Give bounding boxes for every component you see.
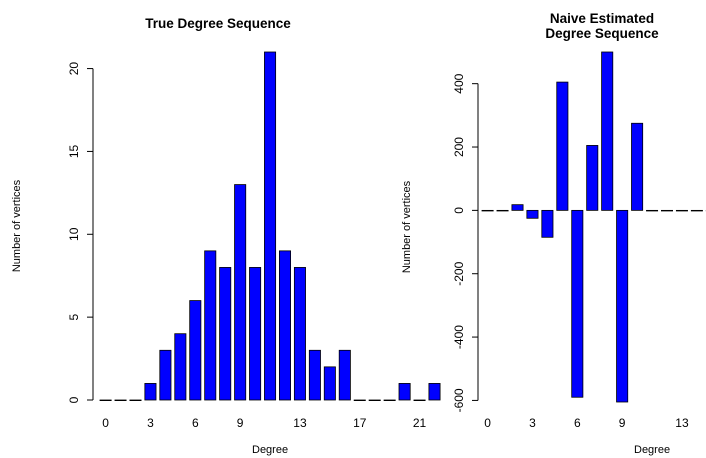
bar-degree-5 xyxy=(174,333,187,401)
x-tick-label: 17 xyxy=(353,416,367,430)
bar-degree-1 xyxy=(496,209,509,212)
bar-degree-0 xyxy=(99,399,112,402)
bar-degree-12 xyxy=(661,209,674,212)
bar-degree-8 xyxy=(219,267,232,401)
y-tick-label: 5 xyxy=(67,313,81,320)
bar-degree-9 xyxy=(616,209,629,403)
chart-title-line: True Degree Sequence xyxy=(145,16,291,31)
x-tick-label: 9 xyxy=(619,416,626,430)
x-tick-label: 13 xyxy=(293,416,307,430)
bar-degree-14 xyxy=(308,349,321,401)
bar-degree-15 xyxy=(323,366,336,401)
bar-degree-11 xyxy=(646,209,659,212)
bar-degree-13 xyxy=(293,267,306,401)
bar-degree-6 xyxy=(189,300,202,401)
chart-title-line: Degree Sequence xyxy=(545,26,659,41)
bar-degree-2 xyxy=(511,204,524,211)
bar-degree-4 xyxy=(159,349,172,401)
y-tick-label: 400 xyxy=(452,73,466,93)
bar-degree-16 xyxy=(338,349,351,401)
x-tick-label: 3 xyxy=(529,416,536,430)
bar-degree-14 xyxy=(690,209,703,212)
x-tick-label: 3 xyxy=(147,416,154,430)
bar-degree-0 xyxy=(481,209,494,212)
x-tick-label: 9 xyxy=(237,416,244,430)
bar-degree-13 xyxy=(675,209,688,212)
x-tick-label: 6 xyxy=(192,416,199,430)
chart-title-line: Naive Estimated xyxy=(550,11,654,26)
y-tick-label: -600 xyxy=(452,388,466,412)
y-tick-label: 20 xyxy=(67,62,81,76)
x-axis-label: Degree xyxy=(634,444,670,456)
y-tick-label: 15 xyxy=(67,144,81,158)
bar-degree-20 xyxy=(398,383,411,401)
bar-degree-18 xyxy=(368,399,381,402)
y-tick-label: 0 xyxy=(67,396,81,403)
bar-degree-10 xyxy=(631,122,644,211)
x-tick-label: 6 xyxy=(574,416,581,430)
bar-degree-6 xyxy=(571,209,584,398)
bar-degree-3 xyxy=(144,383,157,401)
y-tick-label: -400 xyxy=(452,325,466,349)
y-tick-label: -200 xyxy=(452,261,466,285)
x-axis-label: Degree xyxy=(252,444,288,456)
y-tick-label: 0 xyxy=(452,207,466,214)
bar-degree-22 xyxy=(428,383,441,401)
y-axis-label: Number of vertices xyxy=(401,180,413,273)
bar-degree-4 xyxy=(541,209,554,238)
y-tick-label: 10 xyxy=(67,227,81,241)
bar-degree-2 xyxy=(129,399,142,402)
x-tick-label: 21 xyxy=(413,416,427,430)
bar-degree-7 xyxy=(586,145,599,211)
y-tick-label: 200 xyxy=(452,137,466,157)
bar-degree-10 xyxy=(249,267,262,401)
bar-degree-17 xyxy=(353,399,366,402)
bar-degree-5 xyxy=(556,81,569,211)
bar-degree-7 xyxy=(204,250,217,401)
bar-degree-11 xyxy=(264,51,277,401)
bar-degree-1 xyxy=(114,399,127,402)
x-tick-label: 0 xyxy=(102,416,109,430)
bar-degree-12 xyxy=(278,250,291,401)
bar-degree-19 xyxy=(383,399,396,402)
bar-degree-8 xyxy=(601,51,614,211)
bar-degree-21 xyxy=(413,399,426,402)
bar-degree-3 xyxy=(526,209,539,219)
y-axis-label: Number of vertices xyxy=(11,179,23,272)
panel-true-degree-sequence: True Degree Sequence 0 5 10 15 20 Number of ve… xyxy=(11,16,441,456)
x-tick-label: 13 xyxy=(675,416,689,430)
x-tick-label: 0 xyxy=(484,416,491,430)
bar-degree-9 xyxy=(234,184,247,401)
